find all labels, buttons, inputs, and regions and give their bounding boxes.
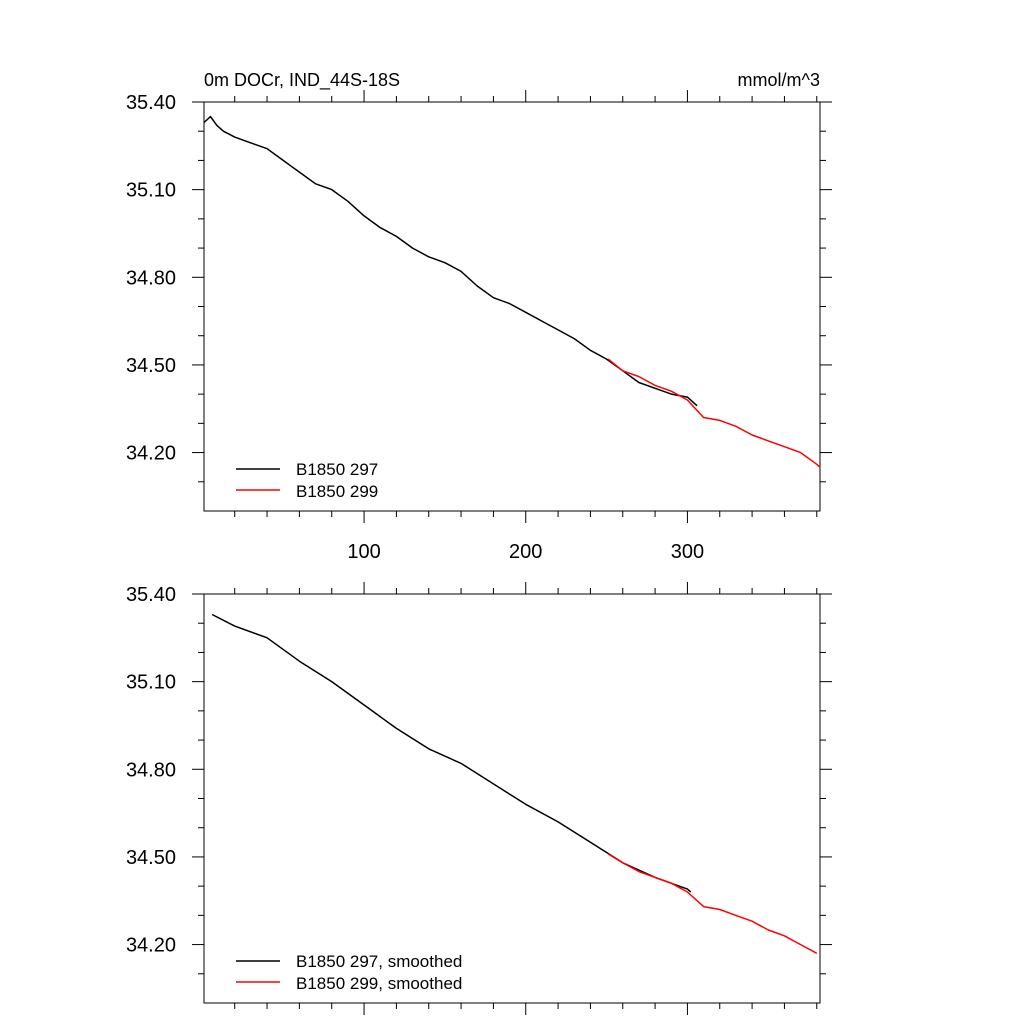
bottom-panel: 34.20 34.50 34.80 35.10 35.40 B1850 297, smo… — [126, 582, 832, 1015]
y-tick-label: 34.50 — [126, 847, 176, 869]
y-tick-label: 35.40 — [126, 92, 176, 114]
y-tick-label: 34.20 — [126, 935, 176, 957]
y-tick-label: 34.50 — [126, 355, 176, 377]
y-tick-labels: 34.20 34.50 34.80 35.10 35.40 — [126, 92, 176, 465]
legend-label-series-1: B1850 297 — [296, 460, 378, 479]
x-tick-label: 200 — [509, 541, 542, 563]
x-tick-label: 300 — [671, 541, 704, 563]
y-tick-label: 35.10 — [126, 672, 176, 694]
series-lines — [211, 613, 818, 954]
y-tick-labels: 34.20 34.50 34.80 35.10 35.40 — [126, 584, 176, 957]
series-line-1 — [211, 613, 692, 893]
legend-label-series-1: B1850 297, smoothed — [296, 952, 462, 971]
y-tick-label: 34.80 — [126, 759, 176, 781]
series-line-2 — [607, 358, 821, 468]
y-tick-label: 35.40 — [126, 584, 176, 606]
axis-ticks — [192, 582, 832, 1015]
legend: B1850 297 B1850 299 — [236, 460, 378, 501]
series-line-1 — [203, 115, 698, 407]
legend-label-series-2: B1850 299 — [296, 482, 378, 501]
series-lines — [203, 115, 821, 468]
x-tick-label: 100 — [347, 541, 380, 563]
plot-frame — [203, 593, 821, 1004]
legend-label-series-2: B1850 299, smoothed — [296, 974, 462, 993]
x-tick-labels: 100 200 300 — [347, 541, 704, 563]
axis-ticks — [192, 90, 832, 523]
legend: B1850 297, smoothed B1850 299, smoothed — [236, 952, 462, 993]
y-tick-label: 35.10 — [126, 180, 176, 202]
y-tick-label: 34.20 — [126, 443, 176, 465]
y-tick-label: 34.80 — [126, 267, 176, 289]
chart-title: 0m DOCr, IND_44S-18S — [204, 70, 400, 91]
plot-frame — [203, 101, 821, 512]
series-line-2 — [607, 853, 818, 954]
units-label: mmol/m^3 — [738, 70, 820, 90]
top-panel: 0m DOCr, IND_44S-18S mmol/m^3 34.20 34.50… — [126, 70, 832, 563]
